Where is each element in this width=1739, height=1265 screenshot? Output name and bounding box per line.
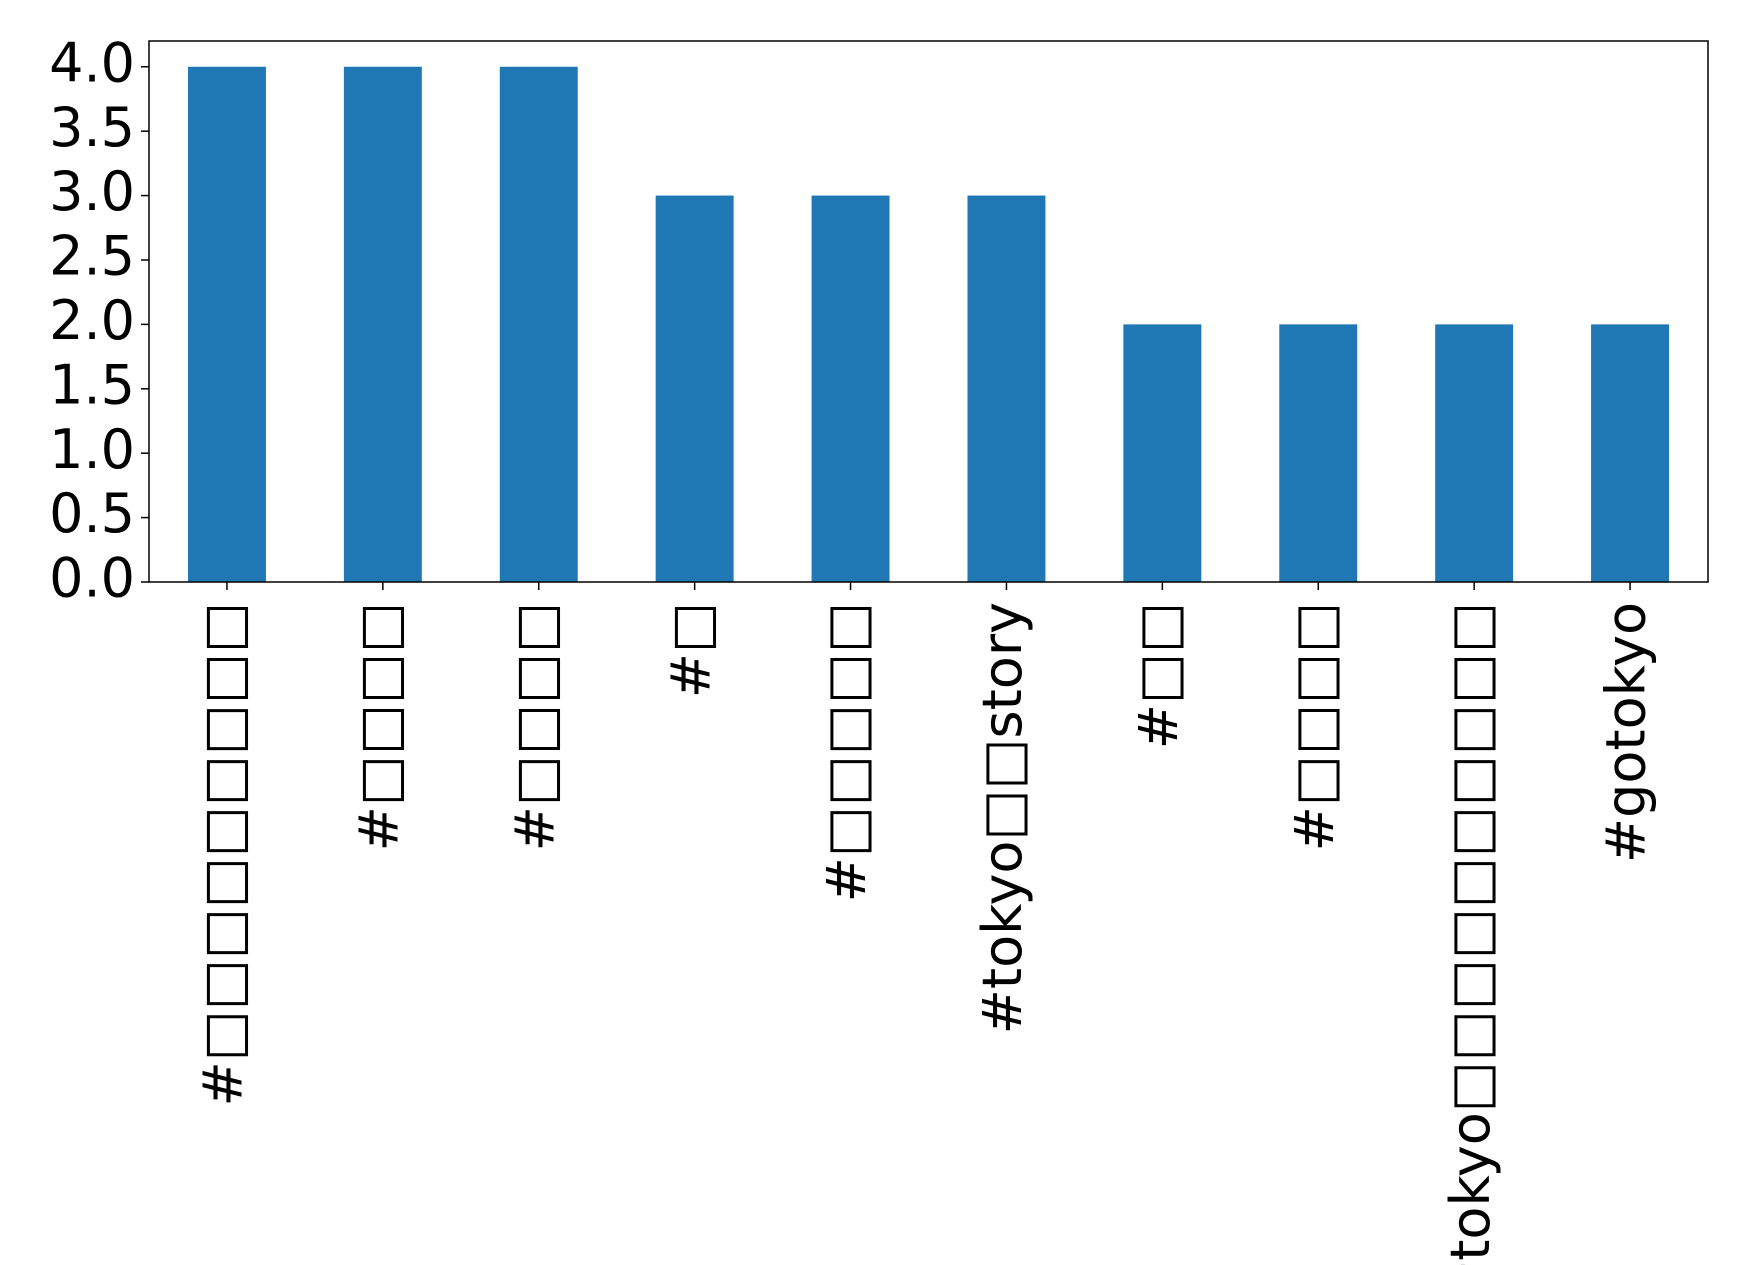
x-tick-label: #tokyo□□□□□□□□□□ (1439, 602, 1502, 1265)
x-tick-label: #□□ (1127, 602, 1190, 749)
x-tick-label: #□□□□ (1283, 602, 1346, 851)
y-tick-label: 2.0 (49, 289, 135, 352)
bar (1435, 324, 1514, 582)
y-tick-label: 2.5 (49, 225, 135, 288)
bar (1123, 324, 1202, 582)
x-tick-label: #□□□□□ (815, 602, 878, 902)
x-tick-label: #□□□□□□□□□ (192, 602, 255, 1106)
y-tick-label: 1.5 (49, 353, 135, 416)
bar (655, 195, 734, 583)
x-tick-label: #□□□□ (347, 602, 410, 851)
bar (1591, 324, 1670, 582)
bar (811, 195, 890, 583)
plot-frame (148, 40, 1709, 583)
bar (499, 66, 578, 582)
bar (1279, 324, 1358, 582)
bar (187, 66, 266, 582)
x-tick-label: #□ (659, 602, 722, 698)
y-tick-label: 3.0 (49, 160, 135, 223)
y-tick-label: 3.5 (49, 96, 135, 159)
x-tick-label: #□□□□ (503, 602, 566, 851)
y-tick-label: 0.5 (49, 482, 135, 545)
y-tick-label: 1.0 (49, 418, 135, 481)
bar (343, 66, 422, 582)
x-tick-label: #gotokyo (1595, 602, 1658, 863)
x-tick-label: #tokyo□□story (971, 602, 1034, 1034)
y-tick-label: 0.0 (49, 547, 135, 610)
bar (967, 195, 1046, 583)
y-tick-label: 4.0 (49, 31, 135, 94)
